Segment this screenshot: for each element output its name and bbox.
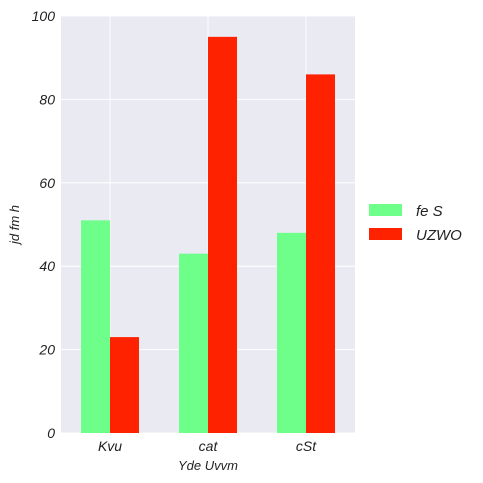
legend-swatch — [369, 204, 402, 216]
bar-series-1 — [81, 220, 110, 433]
bar-series-1 — [179, 253, 208, 433]
legend: fe S UZWO — [369, 203, 462, 244]
y-tick-label: 0 — [47, 425, 55, 441]
y-tick-label: 80 — [39, 91, 55, 107]
bar-series-2 — [110, 337, 139, 433]
bar-series-2 — [208, 36, 237, 433]
x-tick-label: Kvu — [98, 438, 122, 454]
x-tick-label: cat — [199, 438, 219, 454]
legend-swatch — [369, 228, 402, 240]
bar-series-1 — [277, 232, 306, 433]
legend-label: fe S — [416, 203, 443, 220]
y-tick-labels: 0 20 40 60 80 100 — [32, 8, 56, 441]
x-tick-labels: Kvu cat cSt — [98, 438, 317, 454]
x-axis-label: Yde Uvvm — [178, 458, 238, 473]
bars — [81, 36, 335, 433]
y-tick-label: 20 — [38, 342, 55, 358]
y-tick-label: 60 — [39, 175, 55, 191]
legend-label: UZWO — [416, 227, 462, 244]
y-tick-label: 40 — [39, 258, 55, 274]
y-tick-label: 100 — [32, 8, 56, 24]
y-axis-label: jd fm h — [7, 205, 22, 246]
bar-series-2 — [306, 74, 335, 433]
x-tick-label: cSt — [296, 438, 317, 454]
